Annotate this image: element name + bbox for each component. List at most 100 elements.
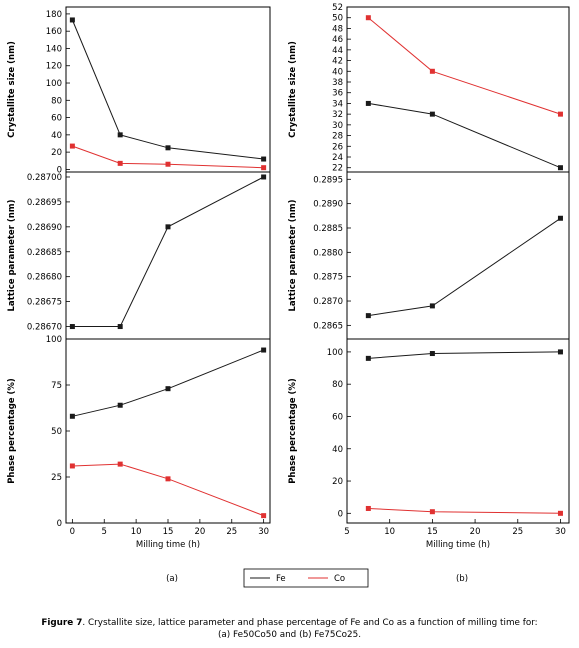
panel-a-2-xtick-label: 0	[70, 527, 75, 537]
panel-b-5-xtick-label: 15	[427, 527, 438, 537]
panel-b-3-ytick-label: 28	[332, 132, 343, 142]
panel-b-3-series-co-line	[367, 17, 561, 115]
panel-b-4-ytick-label: 0.2885	[313, 224, 343, 234]
panel-b-5-frame	[346, 338, 570, 524]
legend-fe-label: Fe	[276, 574, 286, 584]
panel-b-4-series-fe-line	[368, 217, 561, 317]
panel-a-0-ytick-label: 20	[51, 148, 62, 158]
panel-a-0-ylabel: Crystallite size (nm)	[7, 41, 17, 138]
panel-b-5-ytick-label: 60	[332, 412, 343, 422]
panel-a-2-ytick-label: 50	[51, 427, 62, 437]
panel-b-4-series-fe-point	[557, 215, 563, 221]
panel-b-5-series-fe-point	[557, 349, 563, 355]
panel-b-3-ytick-label: 34	[332, 99, 343, 109]
panel-b-5-ytick-label: 20	[332, 477, 343, 487]
panel-a-1-ytick-label: 0.28670	[27, 323, 62, 333]
panel-b-4-ytick-label: 0.2875	[313, 273, 343, 283]
panel-b-3-ytick-label: 30	[332, 121, 343, 131]
panel-b-5-series-co-line	[368, 508, 561, 514]
panel-b-3-ytick-label: 22	[332, 164, 343, 174]
panel-a-2-frame	[65, 338, 271, 524]
panel-b-4-series-fe-point	[429, 303, 435, 309]
panel-a-1-series-fe-point	[69, 324, 75, 330]
panel-a-0-series-co-point	[165, 161, 171, 167]
panel-a-0-series-fe-point	[165, 145, 171, 151]
legend-box	[243, 568, 369, 588]
panel-b-3-series-co-point	[429, 68, 435, 74]
panel-a-0-series-co-point	[261, 165, 267, 171]
panel-b-5-ytick-label: 100	[327, 348, 343, 358]
panel-a-0-ytick-label: 160	[46, 27, 62, 37]
panel-b-5-xtick-label: 20	[470, 527, 481, 537]
panel-a-1-series-fe-point	[165, 224, 171, 230]
panel-b-4-ytick-label: 0.2865	[313, 321, 343, 331]
panel-b-4-series-fe-point	[365, 313, 371, 319]
panel-a-2-series-fe-point	[69, 413, 75, 419]
panel-b-5-ylabel: Phase percentage (%)	[288, 378, 298, 484]
panel-a-1-series-fe-line	[72, 176, 264, 327]
panel-b-3-series-fe-line	[368, 102, 561, 169]
panel-a-2-ylabel: Phase percentage (%)	[7, 378, 17, 484]
panel-b-5-xtick-label: 5	[344, 527, 349, 537]
panel-b-3-ytick-label: 44	[332, 46, 343, 56]
panel-a-0-ytick-label: 100	[46, 79, 62, 89]
panel-b-4-ytick-label: 0.2890	[313, 200, 343, 210]
panel-a-1-ytick-label: 0.28690	[27, 223, 62, 233]
panel-a-0-ytick-label: 120	[46, 62, 62, 72]
panel-label-b: (b)	[456, 574, 468, 584]
panel-b-5-series-co-point	[429, 509, 435, 515]
panel-a-0-series-co-point	[117, 160, 123, 166]
panel-a-1-frame	[65, 171, 271, 340]
panel-a-0-ytick-label: 40	[51, 131, 62, 141]
panel-a-2-ytick-label: 25	[51, 473, 62, 483]
panel-b-5-series-fe-line	[368, 351, 561, 359]
panel-a-1-ytick-label: 0.28680	[27, 273, 62, 283]
panel-a-2-series-fe-point	[165, 386, 171, 392]
panel-a-0-ytick-label: 60	[51, 114, 62, 124]
panel-a-0-series-fe-point	[261, 156, 267, 162]
panel-a-1-ytick-label: 0.28685	[27, 248, 62, 258]
panel-b-3-series-fe-point	[429, 111, 435, 117]
panel-a-1-series-fe-point	[261, 174, 267, 180]
figure-caption-line2: (a) Fe50Co50 and (b) Fe75Co25.	[0, 629, 579, 641]
panel-a-1-ytick-label: 0.28695	[27, 198, 62, 208]
panel-a-0-ytick-label: 0	[57, 165, 62, 175]
panel-b-3-ytick-label: 40	[332, 67, 343, 77]
panel-a-2-series-co-point	[261, 513, 267, 519]
panel-a-2-ytick-label: 75	[51, 381, 62, 391]
caption-line2: (a) Fe50Co50 and (b) Fe75Co25.	[217, 630, 362, 640]
panel-a-2-xtick-label: 25	[226, 527, 237, 537]
figure-caption: Figure 7. Crystallite size, lattice para…	[0, 617, 579, 629]
panel-b-3-series-co-point	[365, 15, 371, 21]
panel-b-3-ytick-label: 50	[332, 14, 343, 24]
panel-a-2-xlabel: Milling time (h)	[136, 540, 200, 550]
panel-a-2-series-co-point	[165, 476, 171, 482]
panel-label-a: (a)	[166, 574, 178, 584]
panel-b-3-ytick-label: 38	[332, 78, 343, 88]
panel-a-2-xtick-label: 15	[163, 527, 174, 537]
panel-b-5-series-fe-point	[429, 351, 435, 357]
panel-a-0-series-co-line	[72, 145, 264, 169]
panel-b-5-ytick-label: 40	[332, 445, 343, 455]
panel-b-5-ytick-label: 0	[338, 509, 343, 519]
legend-co-label: Co	[334, 574, 345, 584]
panel-a-2-xtick-label: 5	[102, 527, 107, 537]
panel-a-0-series-fe-point	[117, 132, 123, 138]
panel-a-2-xtick-label: 20	[194, 527, 205, 537]
panel-b-3-series-fe-point	[365, 100, 371, 106]
panel-b-5-series-fe-point	[365, 355, 371, 361]
panel-a-1-ylabel: Lattice parameter (nm)	[7, 199, 17, 311]
panel-b-5-xtick-label: 30	[555, 527, 566, 537]
panel-b-4-ytick-label: 0.2870	[313, 297, 343, 307]
panel-a-1-series-fe-point	[117, 324, 123, 330]
panel-a-0-ytick-label: 180	[46, 10, 62, 20]
panel-b-5-series-co-point	[365, 505, 371, 511]
panel-b-5-xlabel: Milling time (h)	[426, 540, 490, 550]
panel-a-0-ytick-label: 80	[51, 96, 62, 106]
panel-a-0-series-co-point	[69, 143, 75, 149]
panel-b-3-ylabel: Crystallite size (nm)	[288, 41, 298, 138]
panel-b-5-series-co-point	[557, 510, 563, 516]
panel-b-3-ytick-label: 42	[332, 57, 343, 67]
panel-a-2-series-fe-line	[72, 349, 264, 417]
